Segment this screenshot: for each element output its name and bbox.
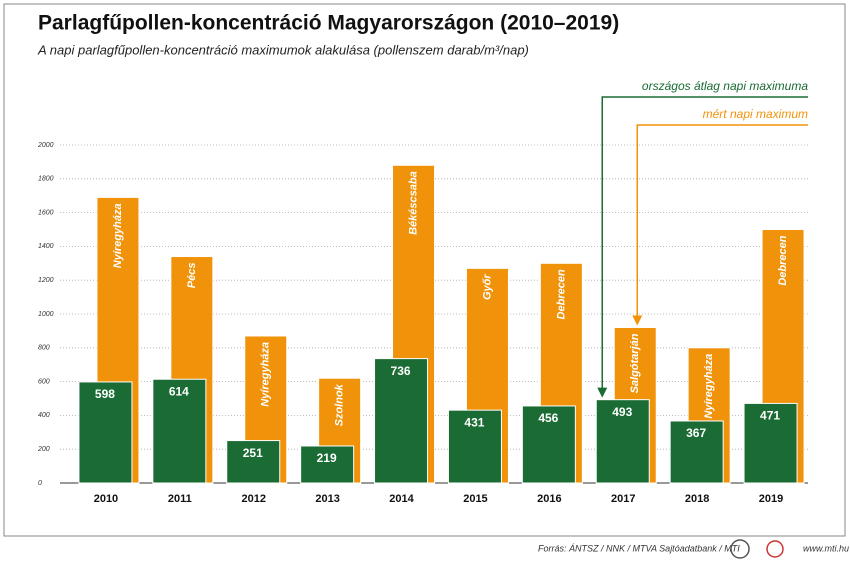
x-tick-label: 2014 [389,493,414,505]
chart-subtitle: A napi parlagfűpollen-koncentráció maxim… [37,42,529,57]
y-tick-label: 1200 [38,277,54,284]
value-label: 431 [464,415,484,429]
y-tick-label: 1400 [38,243,54,250]
x-tick-label: 2015 [463,493,487,505]
x-tick-label: 2016 [537,493,561,505]
bar [78,381,133,484]
value-label: 251 [243,446,263,460]
value-label: 219 [317,451,337,465]
bar [743,402,798,484]
point-label: Szolnok [334,383,346,426]
point-label: Debrecen [555,269,567,319]
point-label: Nyíregyháza [703,354,715,419]
bar [374,358,429,484]
point-label: Nyíregyháza [260,342,272,407]
point-label: Debrecen [777,235,789,285]
website: www.mti.hu [803,543,849,553]
arrow-head [632,315,643,326]
value-label: 598 [95,387,115,401]
y-tick-label: 1800 [38,176,54,183]
frame [3,3,846,537]
value-label: 367 [686,426,706,440]
chart-title: Parlagfűpollen-koncentráció Magyarország… [38,12,619,35]
bar [152,378,207,484]
legend-label: mért napi maximum [703,107,808,121]
y-tick-label: 2000 [37,142,54,149]
y-tick-label: 400 [38,412,50,419]
bar [226,440,281,484]
bar [521,405,576,484]
legend-arrow [601,96,808,390]
y-tick-label: 1600 [38,209,54,216]
legend-arrow [636,124,808,318]
y-tick-label: 200 [37,446,50,453]
value-label: 471 [760,409,780,423]
arrow-head [597,387,608,398]
value-label: 614 [169,384,189,398]
bar [300,445,355,484]
x-tick-label: 2019 [759,493,783,505]
point-label: Győr [481,274,493,300]
x-tick-label: 2012 [242,493,266,505]
x-tick-label: 2017 [611,493,635,505]
point-label: Békéscsaba [407,171,419,235]
point-label: Nyíregyháza [112,203,124,268]
legend-label: országos átlag napi maximuma [642,79,808,93]
bar [447,409,502,484]
x-tick-label: 2013 [315,493,339,505]
y-tick-label: 600 [38,378,50,385]
source: Forrás: ÁNTSZ / NNK / MTVA Sajtóadatbank… [538,543,740,553]
value-label: 456 [538,411,558,425]
y-tick-label: 1000 [38,311,54,318]
point-label: Pécs [186,263,198,289]
logo [766,540,784,558]
bar [669,420,724,484]
x-tick-label: 2010 [94,493,118,505]
value-label: 736 [391,364,411,378]
logo [730,539,750,559]
point-label: Salgótarján [629,333,641,393]
value-label: 493 [612,405,632,419]
y-tick-label: 0 [38,480,42,487]
x-tick-label: 2011 [168,493,192,505]
y-tick-label: 800 [38,345,50,352]
bar [595,399,650,484]
x-tick-label: 2018 [685,493,709,505]
